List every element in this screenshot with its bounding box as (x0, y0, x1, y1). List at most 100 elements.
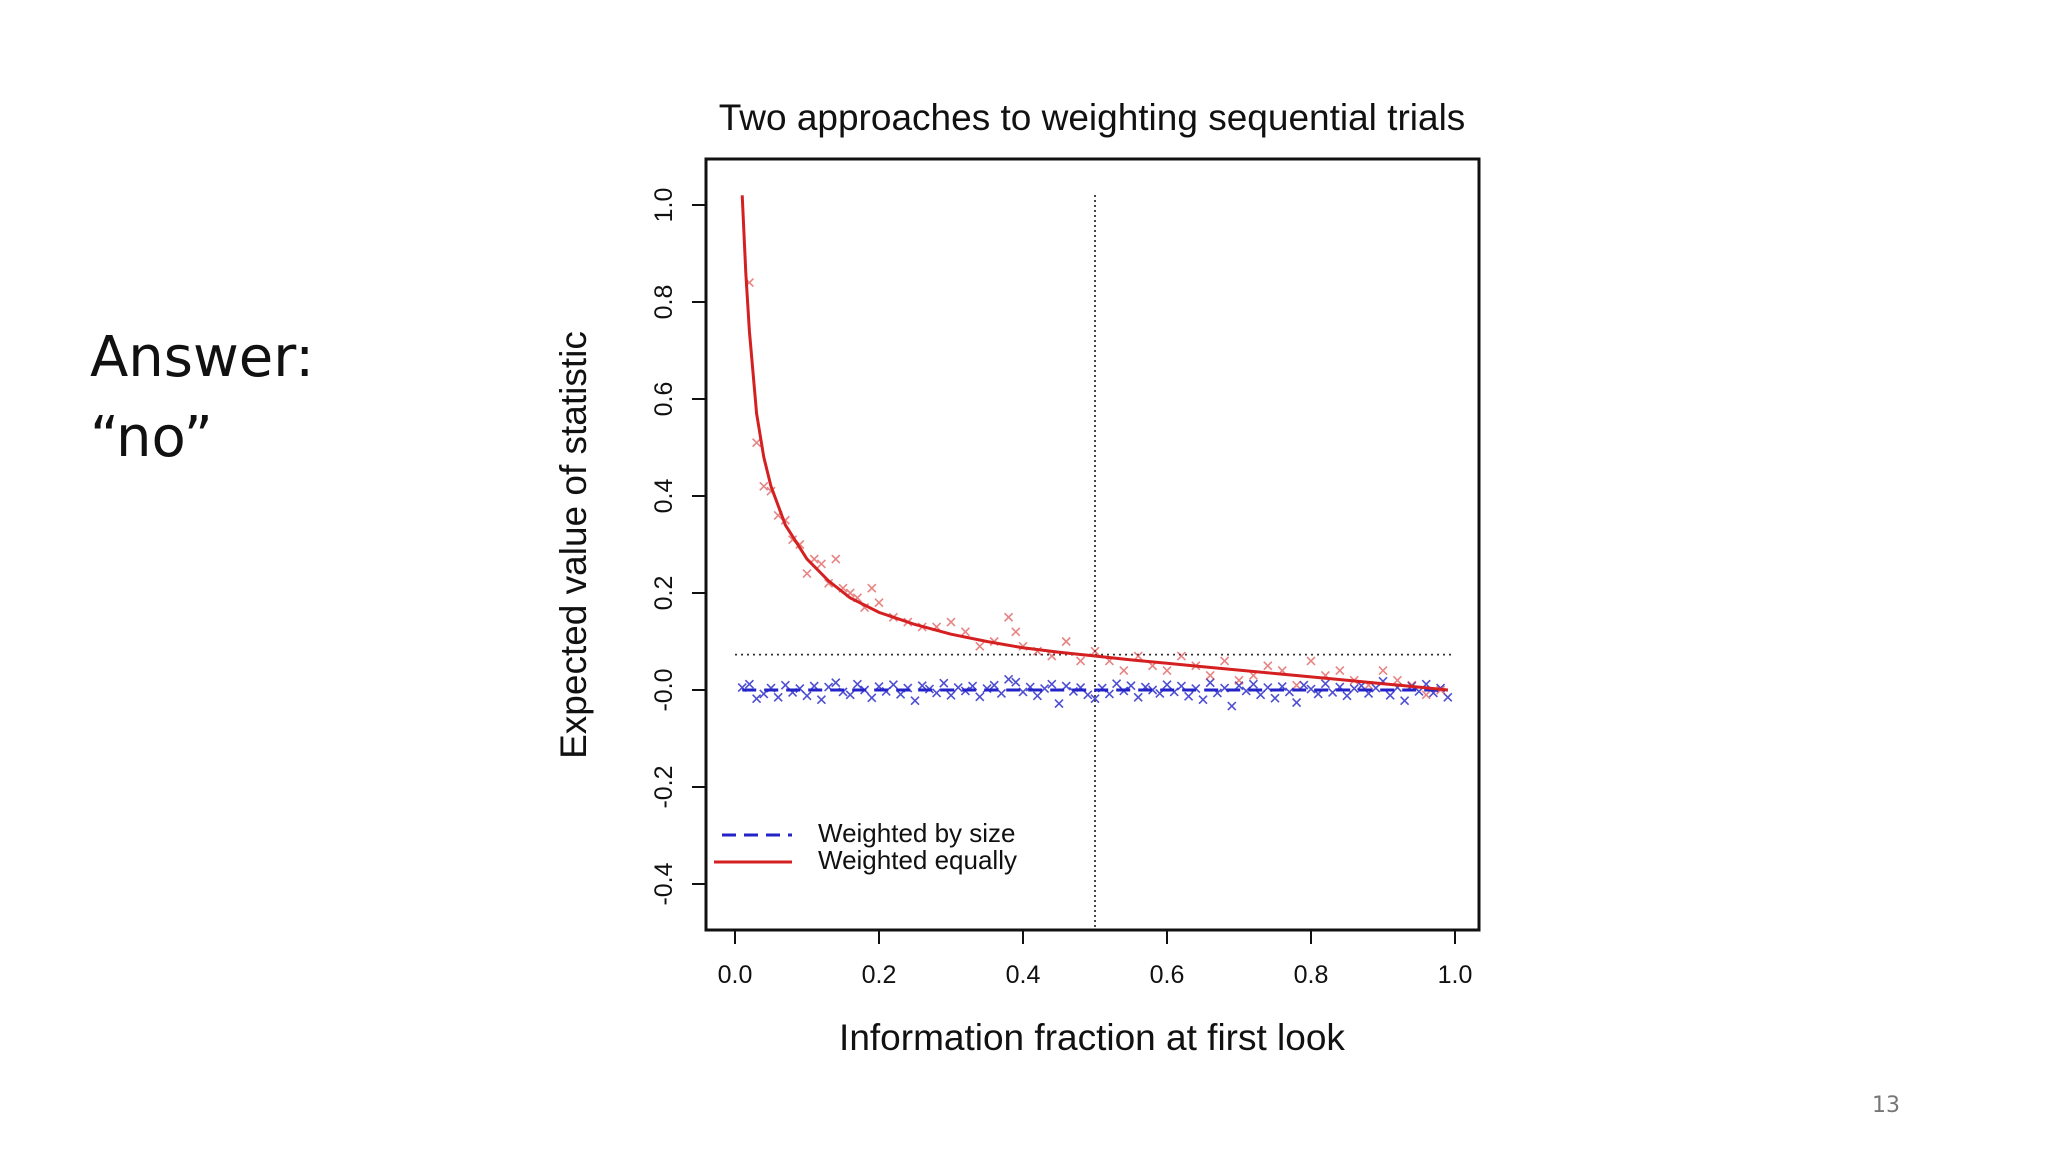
point-weighted-by-size (1328, 687, 1338, 697)
point-weighted-by-size (1126, 681, 1136, 691)
x-axis-label: Information fraction at first look (839, 1017, 1345, 1058)
point-weighted-by-size (896, 689, 906, 699)
point-weighted-by-size (1371, 683, 1381, 693)
point-weighted-by-size (1162, 680, 1172, 690)
series-lines (740, 195, 1448, 692)
point-weighted-by-size (1270, 693, 1280, 703)
point-weighted-by-size (1205, 678, 1215, 688)
y-tick-label: 0.4 (650, 479, 678, 514)
point-weighted-by-size (780, 680, 790, 690)
point-weighted-by-size (917, 681, 927, 691)
point-weighted-equally (831, 554, 841, 564)
point-weighted-by-size (1292, 698, 1302, 708)
point-weighted-by-size (1148, 685, 1158, 695)
point-weighted-equally (1292, 680, 1302, 690)
point-weighted-equally (752, 438, 762, 448)
point-weighted-by-size (989, 680, 999, 690)
point-weighted-equally (816, 559, 826, 569)
point-weighted-by-size (1090, 694, 1100, 704)
point-weighted-equally (1176, 651, 1186, 661)
point-weighted-by-size (1400, 696, 1410, 706)
point-weighted-by-size (1284, 687, 1294, 697)
point-weighted-equally (1090, 646, 1100, 656)
y-axis-label: Expected value of statistic (553, 331, 594, 759)
point-weighted-by-size (1018, 687, 1028, 697)
x-tick-label: 0.4 (1006, 961, 1041, 989)
point-weighted-by-size (1299, 680, 1309, 690)
point-weighted-by-size (1385, 690, 1395, 700)
point-weighted-by-size (802, 691, 812, 701)
point-weighted-equally (1119, 666, 1129, 676)
point-weighted-equally (1392, 675, 1402, 685)
point-weighted-equally (1004, 612, 1014, 622)
answer-text: Answer: “no” (90, 318, 314, 478)
point-weighted-by-size (939, 678, 949, 688)
point-weighted-by-size (1320, 679, 1330, 689)
point-weighted-equally (1162, 666, 1172, 676)
point-weighted-by-size (1004, 674, 1014, 684)
point-weighted-by-size (867, 693, 877, 703)
point-weighted-equally (1421, 690, 1431, 700)
point-weighted-by-size (1349, 683, 1359, 694)
point-weighted-equally (975, 641, 985, 651)
y-tick-label: -0.0 (650, 668, 678, 711)
point-weighted-by-size (752, 694, 762, 704)
point-weighted-by-size (1112, 679, 1122, 689)
y-tick-label: -0.4 (650, 862, 678, 905)
point-weighted-by-size (946, 690, 956, 700)
y-tick-label: 0.6 (650, 382, 678, 417)
chart-title: Two approaches to weighting sequential t… (719, 97, 1466, 138)
point-weighted-by-size (1443, 692, 1453, 702)
point-weighted-by-size (975, 692, 985, 702)
point-weighted-by-size (1133, 692, 1143, 702)
point-weighted-by-size (910, 696, 920, 706)
point-weighted-by-size (953, 683, 963, 693)
plot-frame (704, 157, 1481, 932)
x-axis: 0.0 0.2 0.4 0.6 0.8 1.0 (718, 930, 1473, 989)
point-weighted-equally (1335, 666, 1345, 676)
point-weighted-by-size (1306, 684, 1316, 694)
point-weighted-equally (1205, 670, 1215, 681)
point-weighted-by-size (1011, 677, 1021, 687)
point-weighted-by-size (852, 679, 862, 689)
point-weighted-by-size (932, 688, 942, 698)
point-weighted-equally (960, 627, 970, 637)
point-weighted-by-size (1184, 691, 1194, 701)
point-weighted-equally (867, 583, 877, 593)
point-weighted-equally (946, 617, 956, 627)
point-weighted-by-size (1047, 679, 1057, 689)
x-tick-label: 0.0 (718, 961, 753, 989)
y-tick-label: -0.2 (650, 765, 678, 808)
point-weighted-by-size (1198, 695, 1208, 705)
line-weighted-equally (740, 195, 1448, 692)
point-weighted-equally (1133, 651, 1143, 661)
point-weighted-equally (1076, 656, 1086, 666)
point-weighted-equally (1263, 661, 1273, 671)
point-weighted-by-size (1083, 690, 1093, 700)
page-number: 13 (1872, 1093, 1900, 1118)
point-weighted-equally (874, 598, 884, 608)
legend: Weighted by size Weighted equally (714, 818, 1017, 875)
point-weighted-by-size (744, 679, 754, 689)
point-weighted-by-size (1248, 679, 1258, 689)
point-weighted-by-size (1241, 686, 1251, 696)
answer-line-1: Answer: (90, 325, 315, 390)
y-tick-label: 1.0 (650, 188, 678, 223)
point-weighted-by-size (773, 692, 783, 702)
point-weighted-by-size (996, 688, 1006, 698)
point-weighted-by-size (1342, 691, 1352, 701)
point-weighted-by-size (816, 695, 826, 705)
point-weighted-equally (1234, 675, 1244, 685)
x-tick-label: 0.8 (1294, 961, 1329, 989)
legend-label-weighted-by-size: Weighted by size (818, 818, 1016, 848)
answer-line-2: “no” (90, 405, 213, 470)
x-tick-label: 0.2 (862, 961, 897, 989)
point-weighted-by-size (1256, 690, 1266, 700)
x-tick-label: 1.0 (1438, 961, 1473, 989)
point-weighted-equally (1011, 627, 1021, 637)
point-weighted-equally (1306, 656, 1316, 666)
legend-label-weighted-equally: Weighted equally (818, 845, 1017, 875)
point-weighted-by-size (1054, 699, 1064, 709)
point-weighted-by-size (845, 690, 855, 700)
